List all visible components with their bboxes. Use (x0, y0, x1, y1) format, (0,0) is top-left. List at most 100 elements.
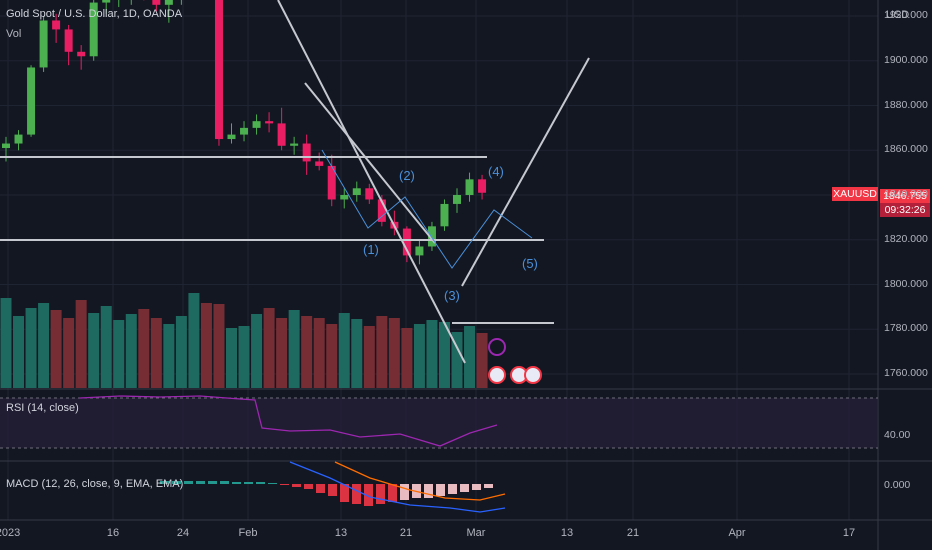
macd-histogram-bar (400, 484, 409, 500)
signal-line (334, 461, 506, 501)
volume-bar (351, 319, 363, 388)
elliott-wave-path (321, 149, 533, 269)
volume-bar (0, 298, 12, 388)
time-tick-label: Mar (466, 527, 486, 539)
volume-bar (251, 314, 263, 388)
candle-body (402, 228, 411, 256)
candle-body (240, 127, 249, 135)
lightning-event-icon (488, 338, 506, 356)
volume-bar (376, 316, 388, 388)
instrument-legend[interactable]: Gold Spot / U.S. Dollar, 1D, OANDA (6, 8, 182, 20)
wave-label-4: (4) (488, 164, 504, 179)
wave-label-2: (2) (399, 168, 415, 183)
macd-histogram-bar (460, 484, 469, 492)
time-tick-label: 16 (106, 527, 120, 539)
candle-body (290, 143, 299, 146)
downtrend-line (277, 0, 466, 364)
price-tick-label: 1840.000 (884, 188, 928, 200)
us-flag-event-icon (488, 366, 506, 384)
volume-bar (413, 324, 425, 388)
macd-histogram-bar (184, 481, 193, 484)
time-tick-label: Apr (728, 527, 746, 539)
candle-body (340, 195, 349, 200)
volume-bar (426, 320, 438, 388)
candle-body (465, 179, 474, 195)
volume-bar (363, 326, 375, 388)
volume-bar (438, 322, 450, 388)
time-tick-label: 21 (626, 527, 640, 539)
candle-body (14, 134, 23, 144)
price-tick-label: 1760.000 (884, 367, 928, 379)
volume-bar (388, 318, 400, 388)
projection-line (461, 57, 590, 287)
macd-line (289, 461, 506, 513)
candle-body (302, 143, 311, 162)
candle-body (352, 188, 361, 195)
time-tick-label: Feb (238, 527, 258, 539)
rsi-line (79, 395, 498, 447)
macd-histogram-bar (160, 481, 169, 484)
wave-label-5: (5) (522, 256, 538, 271)
symbol-tag: XAUUSD (832, 187, 878, 201)
candle-body (453, 195, 462, 204)
wave-label-1: (1) (363, 242, 379, 257)
macd-histogram-bar (352, 484, 361, 504)
price-tick-label: 1800.000 (884, 277, 928, 290)
price-tick-label: 1920.000 (884, 9, 928, 21)
price-tick-label: 1860.000 (884, 143, 928, 156)
candle-body (89, 2, 98, 57)
volume-bar (276, 318, 288, 388)
macd-histogram-bar (256, 482, 265, 484)
volume-bar (150, 318, 162, 388)
candle-body (252, 121, 261, 128)
macd-histogram-bar (448, 484, 457, 494)
candle-body (315, 161, 324, 166)
candle-body (39, 20, 48, 68)
macd-histogram-bar (364, 484, 373, 506)
price-tick-label: 1900.000 (884, 53, 928, 66)
volume-bar (13, 316, 25, 388)
macd-histogram-bar (280, 484, 289, 485)
currency-label: USD (886, 9, 910, 21)
time-tick-label: 13 (560, 527, 574, 539)
volume-bar (476, 333, 488, 388)
volume-bar (464, 326, 476, 388)
volume-bar (75, 300, 87, 388)
volume-bar (288, 310, 300, 388)
candle-body (152, 0, 161, 5)
volume-legend[interactable]: Vol (6, 28, 22, 40)
volume-bar (113, 320, 125, 388)
volume-bar (200, 303, 212, 388)
volume-bar (313, 318, 325, 388)
volume-bar (226, 328, 238, 388)
candle-body (64, 29, 73, 52)
macd-histogram-bar (424, 484, 433, 498)
candle-body (327, 165, 336, 200)
volume-bar (326, 324, 338, 388)
wave-label-3: (3) (444, 288, 460, 303)
macd-histogram-bar (208, 481, 217, 484)
price-tick-label: 1820.000 (884, 232, 928, 245)
macd-histogram-bar (268, 483, 277, 484)
volume-bar (138, 309, 150, 388)
price-tick-label: 1880.000 (884, 98, 928, 111)
us-flag-event-icon (524, 366, 542, 384)
volume-bar (188, 293, 200, 388)
macd-legend[interactable]: MACD (12, 26, close, 9, EMA, EMA) (6, 478, 184, 490)
volume-bar (38, 303, 50, 388)
candle-body (427, 226, 436, 247)
volume-bar (213, 304, 225, 388)
rsi-legend[interactable]: RSI (14, close) (6, 402, 79, 414)
instrument-title: Gold Spot / U.S. Dollar, 1D, OANDA (6, 8, 183, 20)
macd-histogram-bar (340, 484, 349, 502)
macd-histogram-bar (172, 481, 181, 484)
macd-histogram-bar (388, 484, 397, 502)
volume-bar (401, 328, 413, 388)
volume-bar (175, 316, 187, 388)
macd-histogram-bar (304, 484, 313, 489)
macd-histogram-bar (316, 484, 325, 493)
volume-bar (451, 332, 463, 388)
candle-body (2, 143, 10, 149)
macd-histogram-bar (436, 484, 445, 496)
